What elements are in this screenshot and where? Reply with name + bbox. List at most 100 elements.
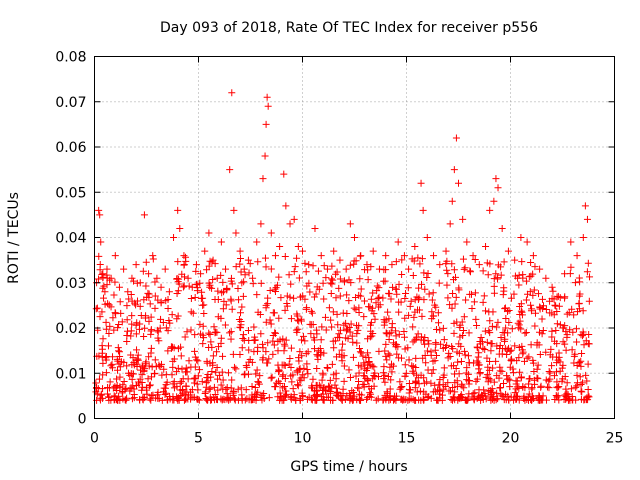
scatter-point [484, 378, 492, 386]
scatter-point [105, 393, 113, 401]
y-tick-label: 0.02 [55, 321, 86, 337]
scatter-point [409, 395, 417, 403]
scatter-point [502, 324, 510, 332]
scatter-point [382, 340, 390, 348]
scatter-point [205, 329, 213, 337]
scatter-point [154, 328, 162, 336]
scatter-point [267, 374, 275, 382]
scatter-point [366, 321, 374, 329]
scatter-point [335, 350, 343, 358]
scatter-point [553, 320, 561, 328]
scatter-point [137, 312, 145, 319]
scatter-point [400, 333, 408, 341]
scatter-point [239, 335, 247, 343]
scatter-point [279, 384, 287, 392]
scatter-point [238, 395, 246, 403]
scatter-point [443, 281, 451, 289]
scatter-point [177, 352, 185, 360]
scatter-point [493, 389, 501, 397]
scatter-point [205, 229, 213, 237]
scatter-point [549, 287, 557, 295]
scatter-point [99, 371, 107, 379]
scatter-point [392, 258, 400, 266]
scatter-point [512, 377, 520, 385]
scatter-point [455, 284, 463, 292]
scatter-point [216, 371, 224, 379]
scatter-point [501, 304, 509, 312]
scatter-point [484, 371, 492, 379]
scatter-point [336, 326, 344, 334]
scatter-point [476, 340, 484, 348]
scatter-point [421, 285, 429, 293]
scatter-point [209, 359, 217, 367]
scatter-point [573, 338, 581, 346]
scatter-point [95, 206, 103, 214]
scatter-point [185, 282, 193, 290]
scatter-point [450, 329, 458, 337]
scatter-point [265, 355, 273, 363]
scatter-point [515, 343, 523, 351]
scatter-point [561, 270, 569, 278]
scatter-point [203, 396, 211, 404]
scatter-point [219, 305, 227, 313]
scatter-point [436, 387, 444, 395]
scatter-point [490, 378, 498, 386]
scatter-point [98, 270, 106, 278]
scatter-point [490, 282, 498, 290]
scatter-point [309, 375, 317, 383]
scatter-point [227, 295, 235, 303]
scatter-point [226, 166, 234, 174]
scatter-point [254, 378, 262, 386]
scatter-point [521, 329, 529, 337]
scatter-point [113, 387, 121, 395]
scatter-point [227, 328, 235, 336]
scatter-point [296, 394, 304, 402]
scatter-point [400, 327, 408, 335]
scatter-point [332, 270, 340, 278]
scatter-point [287, 344, 295, 352]
scatter-point [548, 283, 556, 291]
scatter-point [353, 339, 361, 347]
scatter-point [414, 254, 422, 262]
scatter-point [229, 350, 237, 358]
scatter-point [483, 259, 491, 267]
scatter-point [164, 347, 172, 355]
scatter-point [505, 318, 513, 326]
scatter-point [374, 295, 382, 303]
scatter-point [375, 265, 383, 273]
scatter-point [475, 393, 483, 401]
scatter-point [183, 328, 191, 336]
scatter-point [504, 247, 512, 255]
scatter-point [545, 368, 553, 376]
scatter-point [417, 336, 425, 344]
scatter-point [336, 275, 344, 283]
scatter-point [580, 341, 588, 349]
scatter-point [277, 294, 285, 302]
scatter-point [92, 379, 100, 387]
scatter-point [99, 394, 107, 402]
scatter-point [414, 330, 422, 338]
scatter-point [483, 354, 491, 362]
scatter-point [194, 372, 202, 380]
scatter-point [256, 372, 264, 380]
scatter-point [473, 321, 481, 329]
scatter-point [487, 339, 495, 347]
scatter-point [428, 296, 436, 304]
scatter-point [432, 340, 440, 348]
scatter-point [214, 375, 222, 383]
scatter-point [314, 352, 322, 360]
scatter-point [250, 323, 258, 331]
scatter-point [201, 247, 209, 255]
scatter-point [240, 278, 248, 286]
scatter-point [448, 304, 456, 312]
scatter-point [200, 301, 208, 309]
scatter-point [536, 305, 544, 313]
scatter-point [146, 300, 154, 308]
scatter-point [369, 289, 377, 297]
scatter-point [213, 396, 221, 404]
scatter-point [364, 349, 372, 357]
scatter-point [312, 390, 320, 398]
scatter-point [508, 325, 516, 333]
scatter-point [271, 252, 279, 260]
scatter-point [463, 238, 471, 246]
